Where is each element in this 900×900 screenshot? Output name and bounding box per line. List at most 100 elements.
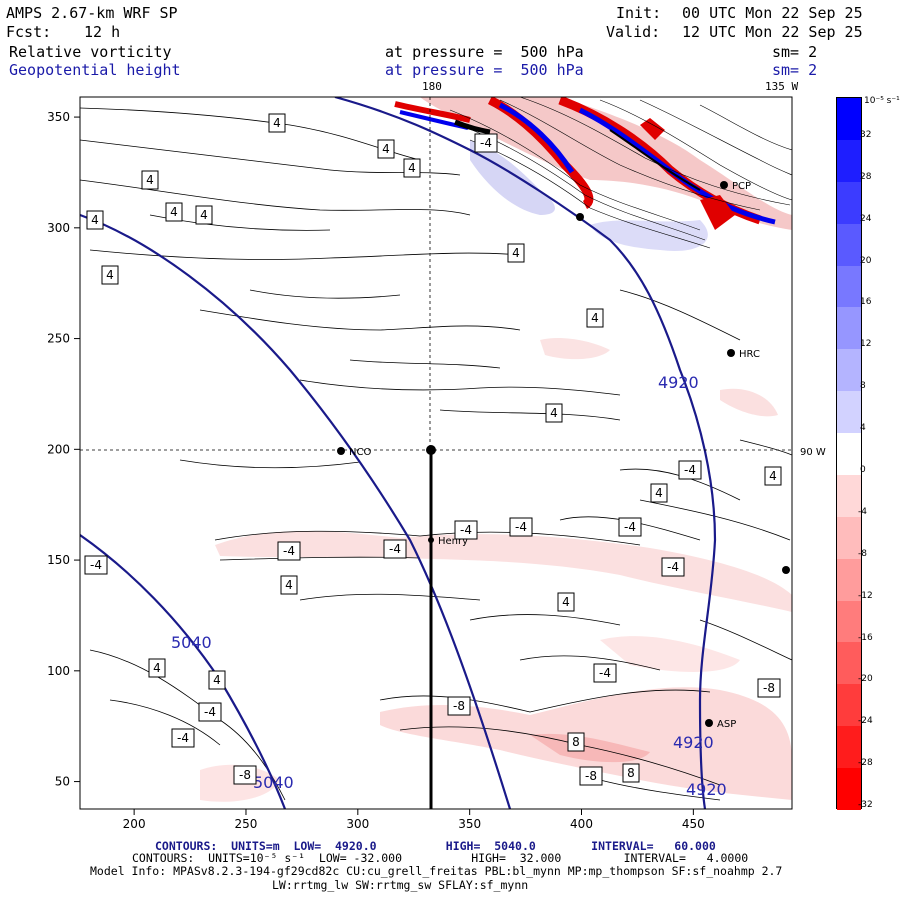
colorbar-segment bbox=[837, 600, 861, 643]
colorbar-label: 20 bbox=[860, 255, 872, 266]
colorbar-segment bbox=[837, 307, 861, 350]
vorticity-label: -4 bbox=[624, 520, 636, 534]
height-contour-5040-line bbox=[80, 213, 512, 809]
vorticity-label-box bbox=[622, 763, 640, 783]
plot-frame bbox=[79, 96, 793, 810]
colorbar-label: -28 bbox=[858, 758, 873, 769]
colorbar-segment bbox=[837, 265, 861, 308]
vorticity-label-box bbox=[557, 592, 575, 612]
x-tick-label: 300 bbox=[346, 817, 369, 831]
vorticity-label: 4 bbox=[562, 595, 570, 609]
cross-section-marker bbox=[426, 445, 436, 455]
vorticity-label-box bbox=[507, 243, 525, 263]
vorticity-label-box bbox=[618, 517, 642, 537]
vorticity-label-box bbox=[383, 539, 407, 559]
vorticity-label-box bbox=[195, 205, 213, 225]
colorbar-label: -24 bbox=[858, 716, 873, 727]
vorticity-label: -4 bbox=[480, 136, 492, 150]
vorticity-label-box bbox=[567, 732, 585, 752]
vorticity-label: -8 bbox=[585, 769, 597, 783]
station-marker bbox=[782, 566, 790, 574]
colorbar-segment bbox=[837, 642, 861, 685]
vorticity-label-box bbox=[148, 658, 166, 678]
y-tick-label: 50 bbox=[55, 775, 70, 789]
terrain-contour bbox=[609, 129, 701, 191]
station-label: NCO bbox=[349, 447, 371, 458]
y-tick-label: 350 bbox=[47, 110, 70, 124]
negative-vorticity-area bbox=[720, 388, 778, 417]
height-label: 5040 bbox=[171, 633, 212, 652]
colorbar-label: -16 bbox=[858, 632, 873, 643]
strong-negative-cell bbox=[640, 118, 665, 140]
colorbar-label: -12 bbox=[858, 590, 873, 601]
vorticity-label-box bbox=[208, 670, 226, 690]
vorticity-label: 4 bbox=[408, 161, 416, 175]
colorbar-label: -32 bbox=[858, 800, 873, 811]
vorticity-label: 4 bbox=[550, 406, 558, 420]
vorticity-label: 4 bbox=[655, 486, 663, 500]
colorbar-unit: 10⁻⁵ s⁻¹ bbox=[864, 96, 900, 106]
vorticity-label: -4 bbox=[283, 544, 295, 558]
footer-model-info: Model Info: MPASv8.2.3-194-gf29cd82c CU:… bbox=[90, 864, 783, 878]
footer-height-contours: CONTOURS: UNITS=m LOW= 4920.0 HIGH= 5040… bbox=[155, 839, 716, 853]
footer-vorticity-contours: CONTOURS: UNITS=10⁻⁵ s⁻¹ LOW= -32.000 HI… bbox=[132, 851, 749, 865]
vorticity-label-box bbox=[474, 133, 498, 153]
init-time: 00 UTC Mon 22 Sep 25 bbox=[682, 4, 863, 22]
vorticity-label-box bbox=[280, 575, 298, 595]
vorticity-label-box bbox=[268, 113, 286, 133]
y-tick-label: 250 bbox=[47, 332, 70, 346]
colorbar-label: 0 bbox=[860, 465, 866, 475]
vorticity-label-box bbox=[141, 170, 159, 190]
terrain-contour bbox=[454, 119, 491, 135]
field1-smooth: sm= 2 bbox=[772, 43, 818, 61]
station-label: Henry bbox=[438, 536, 468, 547]
height-label: 5040 bbox=[253, 773, 294, 792]
y-tick-label: 100 bbox=[47, 664, 70, 678]
x-tick-label: 350 bbox=[458, 817, 481, 831]
positive-vorticity-area bbox=[470, 140, 555, 215]
colorbar-segment bbox=[837, 558, 861, 601]
vorticity-label-box bbox=[403, 158, 421, 178]
strong-positive-band bbox=[498, 102, 575, 174]
station-marker bbox=[337, 447, 345, 455]
colorbar-label: 16 bbox=[860, 297, 872, 308]
vorticity-label-box bbox=[593, 663, 617, 683]
colorbar-label: -4 bbox=[858, 506, 867, 517]
height-labels: 5040 5040 4920 4920 4920 bbox=[171, 373, 727, 799]
vorticity-label: 4 bbox=[769, 469, 777, 483]
station-label: ASP bbox=[717, 719, 736, 730]
forecast-label: Fcst: bbox=[6, 23, 52, 41]
vorticity-label: 4 bbox=[91, 213, 99, 227]
vorticity-label-box bbox=[277, 541, 301, 561]
colorbar-segment bbox=[837, 516, 861, 559]
colorbar-label: -8 bbox=[858, 548, 867, 559]
vorticity-label: 4 bbox=[382, 142, 390, 156]
vorticity-label: -8 bbox=[453, 699, 465, 713]
station-label: HRC bbox=[739, 349, 760, 360]
colorbar-segment bbox=[837, 726, 861, 768]
model-title: AMPS 2.67-km WRF SP bbox=[6, 4, 178, 22]
x-tick-label: 200 bbox=[123, 817, 146, 831]
height-label: 4920 bbox=[658, 373, 699, 392]
footer-model-info-2: LW:rrtmg_lw SW:rrtmg_sw SFLAY:sf_mynn bbox=[272, 878, 529, 892]
negative-vorticity-area bbox=[215, 530, 792, 612]
colorbar-segment bbox=[837, 139, 861, 182]
meridian-180-label: 180 bbox=[422, 80, 442, 93]
vorticity-label-box bbox=[509, 517, 533, 537]
vorticity-label: -4 bbox=[684, 463, 696, 477]
vorticity-label-box bbox=[198, 702, 222, 722]
x-tick-label: 400 bbox=[570, 817, 593, 831]
vorticity-labels: 4 4 4 4 4 4 4 4 4 4 4 4 4 4 4 4 4 -4 -4 -4 -4 -4 -4 -4 -4 -4 -4 -4 -… bbox=[84, 113, 782, 786]
vorticity-label: 4 bbox=[153, 661, 161, 675]
vorticity-label-box bbox=[84, 555, 108, 575]
x-axis: 200 250 300 350 400 450 bbox=[123, 809, 705, 831]
vorticity-label: 8 bbox=[627, 766, 635, 780]
vorticity-label-box bbox=[233, 765, 257, 785]
vorticity-label: 4 bbox=[285, 578, 293, 592]
colorbar-label: 32 bbox=[860, 129, 872, 140]
negative-vorticity-area bbox=[530, 733, 650, 763]
vorticity-label-box bbox=[454, 520, 478, 540]
vorticity-shading bbox=[200, 97, 792, 802]
negative-vorticity-area bbox=[540, 338, 610, 360]
